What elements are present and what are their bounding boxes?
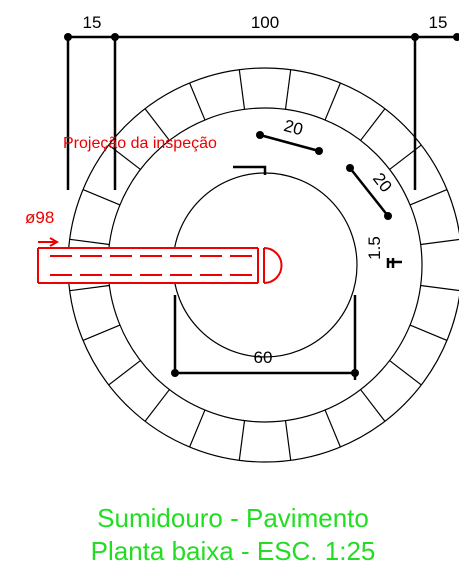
brick-joint — [420, 284, 459, 292]
brick-joint — [324, 409, 341, 448]
dim-label: 1.5 — [365, 236, 384, 260]
brick-joint — [409, 189, 448, 206]
brick-joint — [420, 238, 459, 246]
brick-joint — [82, 189, 121, 206]
brick-joint — [409, 324, 448, 341]
brick-joint — [284, 69, 292, 110]
caption: Sumidouro - Pavimento — [97, 503, 369, 533]
brick-joint — [82, 324, 121, 341]
brick-joint — [144, 108, 170, 141]
brick-joint — [360, 108, 386, 141]
brick-joint — [360, 389, 386, 422]
pipe-note: Projeção da inspeção — [63, 135, 217, 152]
brick-joint — [69, 284, 110, 292]
brick-joint — [284, 420, 292, 461]
pipe-diameter: ø98 — [25, 208, 54, 227]
dim-label: 20 — [282, 116, 305, 139]
brick-joint — [108, 360, 141, 386]
dim-label: 20 — [369, 169, 396, 196]
brick-joint — [389, 360, 422, 386]
brick-joint — [324, 82, 341, 121]
dim-label: 100 — [251, 13, 279, 32]
caption: Planta baixa - ESC. 1:25 — [91, 536, 376, 566]
pipe — [37, 237, 283, 284]
dim-label: 15 — [429, 13, 448, 32]
top-dimension — [64, 33, 459, 190]
brick-joint — [238, 69, 246, 110]
brick-joint — [144, 389, 170, 422]
brick-joint — [238, 420, 246, 461]
brick-joint — [69, 238, 110, 246]
brick-joint — [189, 82, 206, 121]
wall-dimension — [256, 131, 402, 268]
brick-joint — [389, 144, 422, 170]
brick-joint — [189, 409, 206, 448]
inspection-mark — [233, 165, 267, 175]
dim-label: 60 — [254, 348, 273, 367]
inner-dimension — [171, 295, 359, 380]
dim-label: 15 — [83, 13, 102, 32]
